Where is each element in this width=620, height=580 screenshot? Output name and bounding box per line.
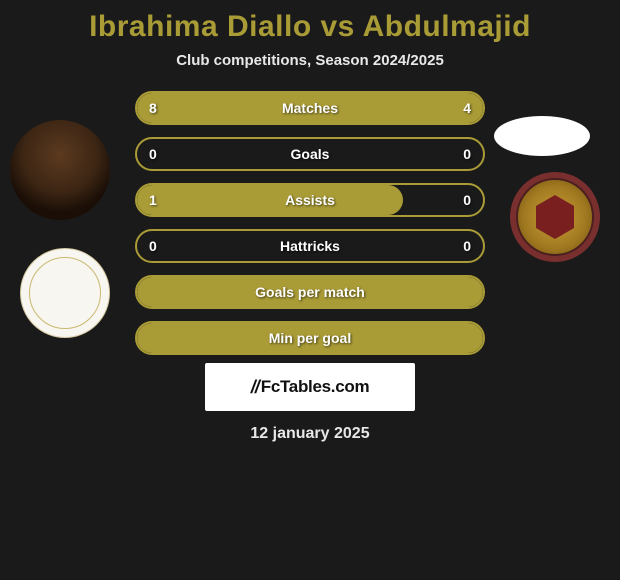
logo-icon: // [251, 377, 259, 398]
stat-value-right: 0 [463, 192, 471, 208]
stat-value-right: 4 [463, 100, 471, 116]
logo-text: FcTables.com [261, 377, 370, 397]
stat-bar: 1 Assists 0 [135, 183, 485, 217]
stat-label: Matches [282, 100, 338, 116]
stat-label: Min per goal [269, 330, 351, 346]
stat-value-left: 1 [149, 192, 157, 208]
stat-value-right: 0 [463, 146, 471, 162]
bar-fill-left [137, 185, 403, 215]
stat-bar: 0 Goals 0 [135, 137, 485, 171]
comparison-infographic: Ibrahima Diallo vs Abdulmajid Club compe… [0, 0, 620, 443]
stat-bar: 0 Hattricks 0 [135, 229, 485, 263]
stat-value-right: 0 [463, 238, 471, 254]
stat-bar: Min per goal [135, 321, 485, 355]
stat-value-left: 0 [149, 146, 157, 162]
stat-label: Assists [285, 192, 335, 208]
subtitle: Club competitions, Season 2024/2025 [176, 52, 444, 69]
stat-label: Goals per match [255, 284, 365, 300]
page-title: Ibrahima Diallo vs Abdulmajid [89, 10, 531, 44]
stats-bars: 8 Matches 4 0 Goals 0 1 Assists 0 0 Hattricks 0 Goal… [0, 91, 620, 355]
snapshot-date: 12 january 2025 [250, 425, 369, 443]
stat-label: Goals [291, 146, 330, 162]
stat-bar: Goals per match [135, 275, 485, 309]
stat-value-left: 0 [149, 238, 157, 254]
stat-value-left: 8 [149, 100, 157, 116]
stat-label: Hattricks [280, 238, 340, 254]
stat-bar: 8 Matches 4 [135, 91, 485, 125]
source-logo: // FcTables.com [205, 363, 415, 411]
